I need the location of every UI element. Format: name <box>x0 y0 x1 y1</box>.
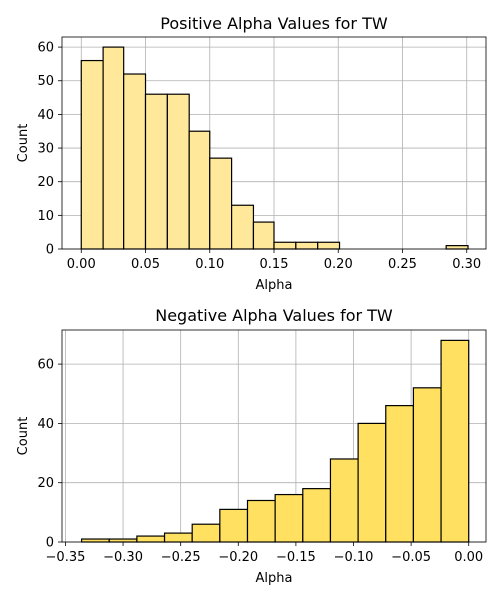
y-tick-label: 40 <box>37 108 54 123</box>
x-tick-label: 0.20 <box>324 257 353 272</box>
y-tick-label: 60 <box>37 358 54 373</box>
histogram-bar <box>252 221 275 250</box>
x-axis-label: Alpha <box>256 278 293 293</box>
y-tick-label: 20 <box>37 476 54 491</box>
histogram-bar <box>440 339 470 543</box>
x-tick-label: −0.10 <box>334 550 374 565</box>
histogram-bar <box>166 93 190 250</box>
y-tick-label: 60 <box>37 41 54 56</box>
histogram-bar <box>102 46 125 250</box>
x-tick-label: −0.15 <box>276 550 316 565</box>
histogram-bar <box>188 130 211 250</box>
histogram-bar <box>246 499 276 543</box>
histogram-bar <box>144 93 168 250</box>
x-tick-label: −0.35 <box>46 550 86 565</box>
histogram-bar <box>136 535 166 543</box>
histogram-bar <box>80 59 104 250</box>
y-tick-label: 30 <box>37 142 54 157</box>
histogram-bar <box>273 241 297 250</box>
chart-1: 0.00 0.05 0.10 0.15 0.20 0.25 0.30 0 10 20 30 40 50 6… <box>16 14 487 293</box>
y-tick-label: 20 <box>37 175 54 190</box>
histogram-bar <box>295 241 319 250</box>
histogram-bar <box>317 241 341 250</box>
histogram-bar <box>445 245 469 250</box>
histogram-bar <box>108 538 138 543</box>
histogram-bar <box>385 405 415 543</box>
chart-2: −0.35 −0.30 −0.25 −0.20 −0.15 −0.10 −0.05 0.00 0… <box>16 306 487 586</box>
histogram-bar <box>329 458 359 543</box>
x-tick-label: −0.20 <box>218 550 258 565</box>
chart-title: Positive Alpha Values for TW <box>160 14 388 33</box>
plot-frame <box>61 329 487 543</box>
y-tick-label: 10 <box>37 209 54 224</box>
histogram-bar <box>219 508 249 543</box>
histogram-bar <box>123 73 147 250</box>
y-tick-label: 50 <box>37 74 54 89</box>
x-axis-label: Alpha <box>256 571 293 586</box>
x-tick-label: −0.25 <box>161 550 201 565</box>
histogram-bar <box>163 532 193 543</box>
x-tick-label: 0.00 <box>454 550 483 565</box>
histogram-bar <box>231 204 255 250</box>
x-tick-label: 0.30 <box>452 257 481 272</box>
y-tick-label: 0 <box>46 536 54 551</box>
x-tick-label: −0.05 <box>391 550 431 565</box>
histogram-bar <box>191 523 221 543</box>
x-tick-label: 0.00 <box>67 257 96 272</box>
histogram-bar <box>412 387 442 543</box>
histogram-bar <box>209 157 233 250</box>
histogram-bar <box>302 488 332 543</box>
histogram-bar <box>357 422 387 543</box>
y-axis-label: Count <box>16 124 31 163</box>
y-axis-label: Count <box>16 417 31 456</box>
x-tick-label: 0.10 <box>195 257 224 272</box>
x-tick-label: 0.25 <box>388 257 417 272</box>
x-tick-label: 0.05 <box>131 257 160 272</box>
x-tick-label: −0.30 <box>103 550 143 565</box>
histogram-bar <box>274 493 304 543</box>
y-tick-label: 0 <box>46 243 54 258</box>
histogram-bar <box>80 538 110 543</box>
x-tick-label: 0.15 <box>260 257 289 272</box>
y-tick-label: 40 <box>37 417 54 432</box>
chart-title: Negative Alpha Values for TW <box>155 306 393 325</box>
